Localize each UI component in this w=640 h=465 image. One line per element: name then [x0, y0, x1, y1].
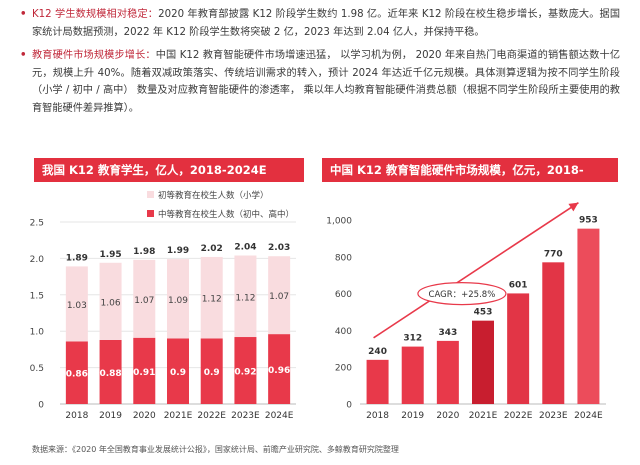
y-tick-label: 0.5 — [30, 364, 44, 374]
data-label-primary: 1.07 — [134, 296, 154, 306]
legend-swatch — [147, 191, 154, 198]
x-tick-label: 2021E — [164, 411, 193, 421]
data-label-secondary: 0.9 — [170, 368, 186, 378]
bar-2018 — [366, 359, 389, 404]
x-tick-label: 2023E — [231, 411, 260, 421]
bar-2020 — [436, 340, 459, 404]
bar-2022E — [507, 293, 530, 404]
x-tick-label: 2022E — [197, 411, 226, 421]
legend-swatch — [147, 210, 154, 217]
data-label-primary: 1.06 — [101, 298, 121, 308]
data-label: 770 — [544, 249, 563, 259]
data-label-primary: 1.12 — [235, 293, 255, 303]
x-tick-label: 2022E — [504, 411, 533, 421]
chart-title-hardware: 中国 K12 教育智能硬件市场规模，亿元，2018-2024E — [322, 158, 618, 201]
summary-bullets: • K12 学生数规模相对稳定：2020 年教育部披露 K12 阶段学生数约 1… — [20, 6, 620, 123]
bar-primary-2023E — [234, 255, 257, 338]
y-tick-label: 800 — [335, 253, 352, 263]
data-label-total: 2.04 — [234, 242, 256, 252]
bullet-text: 2020 年教育部披露 K12 阶段学生数约 1.98 亿。近年来 K12 阶段… — [32, 9, 621, 38]
x-tick-label: 2024E — [265, 411, 294, 421]
data-label-primary: 1.03 — [67, 301, 87, 311]
data-label-secondary: 0.96 — [268, 366, 290, 376]
bar-secondary-2020 — [133, 337, 156, 404]
bullet-student-count: • K12 学生数规模相对稳定：2020 年教育部披露 K12 阶段学生数约 1… — [20, 6, 620, 41]
data-label-total: 1.89 — [66, 253, 88, 263]
trend-arrow-line — [373, 201, 579, 339]
bar-secondary-2021E — [167, 338, 189, 404]
data-label-secondary: 0.91 — [133, 368, 155, 378]
data-label-total: 1.95 — [99, 250, 121, 260]
students-stacked-bar-chart: 0 0.5 1.0 1.5 2.0 2.5 0.86 1.03 1.89 2018 0.88 1.06… — [30, 190, 296, 421]
chart-title-students: 我国 K12 教育学生，亿人，2018-2024E — [34, 158, 304, 182]
bar-primary-2020 — [133, 259, 156, 338]
bar-primary-2024E — [268, 256, 291, 335]
trend-arrow-head — [568, 202, 579, 212]
legend-label: 中等教育在校生人数（初中、高中） — [158, 209, 294, 220]
data-label-total: 2.03 — [268, 243, 290, 253]
data-label: 453 — [474, 308, 493, 318]
cagr-bubble — [417, 281, 507, 306]
data-label-total: 2.02 — [201, 244, 223, 254]
data-label-secondary: 0.86 — [66, 370, 88, 380]
hardware-market-bar-chart: 0 200 400 600 800 1,000 240 2018 312 2019 343 2020 4… — [326, 201, 606, 421]
data-label: 343 — [438, 328, 457, 338]
bullet-text: 中国 K12 教育智能硬件市场增速迅猛， 以学习机为例， 2020 年来自热门电… — [32, 50, 621, 114]
y-tick-label: 1.5 — [30, 291, 44, 301]
bullet-heading: 教育硬件市场规模步增长： — [32, 50, 156, 61]
y-tick-label: 600 — [335, 290, 352, 300]
legend-label: 初等教育在校生人数（小学） — [158, 190, 269, 201]
bar-primary-2018 — [65, 266, 88, 342]
data-label: 312 — [403, 334, 422, 344]
bar-2023E — [542, 262, 565, 404]
x-tick-label: 2018 — [65, 411, 88, 421]
data-label-secondary: 0.9 — [204, 368, 220, 378]
bar-secondary-2023E — [234, 337, 257, 404]
data-label-secondary: 0.88 — [99, 369, 121, 379]
x-tick-label: 2023E — [539, 411, 568, 421]
x-tick-label: 2021E — [469, 411, 498, 421]
bullet-hardware-market: • 教育硬件市场规模步增长：中国 K12 教育智能硬件市场增速迅猛， 以学习机为… — [20, 47, 620, 117]
x-tick-label: 2019 — [99, 411, 122, 421]
x-tick-label: 2024E — [574, 411, 603, 421]
x-tick-label: 2018 — [366, 411, 389, 421]
y-tick-label: 1,000 — [326, 217, 352, 227]
x-tick-label: 2020 — [436, 411, 459, 421]
data-label-primary: 1.09 — [168, 296, 188, 306]
data-label: 953 — [579, 216, 598, 226]
bar-secondary-2024E — [268, 334, 291, 404]
bar-secondary-2018 — [65, 341, 88, 404]
bar-2021E — [472, 320, 494, 404]
bar-secondary-2019 — [99, 339, 122, 404]
x-tick-label: 2020 — [133, 411, 156, 421]
bar-primary-2021E — [167, 259, 189, 339]
data-label-primary: 1.12 — [202, 295, 222, 305]
y-tick-label: 0 — [38, 401, 44, 411]
data-label-total: 1.99 — [167, 246, 189, 256]
bullet-dot: • — [20, 9, 27, 20]
bar-secondary-2022E — [200, 338, 223, 404]
bar-2019 — [401, 346, 424, 404]
data-source-note: 数据来源：《2020 年全国教育事业发展统计公报》，国家统计局、前瞻产业研究院、… — [32, 445, 399, 454]
data-label-total: 1.98 — [133, 247, 155, 257]
cagr-label: CAGR：+25.8% — [429, 290, 496, 300]
data-label: 240 — [368, 347, 387, 357]
y-tick-label: 0 — [346, 401, 352, 411]
x-tick-label: 2019 — [401, 411, 424, 421]
bar-primary-2019 — [99, 262, 122, 340]
data-label-secondary: 0.92 — [234, 368, 256, 378]
data-label-primary: 1.07 — [269, 292, 289, 302]
data-label: 601 — [509, 280, 528, 290]
bullet-dot: • — [20, 50, 27, 61]
y-tick-label: 2.5 — [30, 219, 44, 229]
y-tick-label: 400 — [335, 327, 352, 337]
y-tick-label: 1.0 — [30, 328, 45, 338]
y-tick-label: 2.0 — [30, 255, 45, 265]
bar-2024E — [577, 228, 600, 404]
bar-primary-2022E — [200, 256, 223, 339]
y-tick-label: 200 — [335, 364, 352, 374]
bullet-heading: K12 学生数规模相对稳定： — [32, 9, 159, 20]
